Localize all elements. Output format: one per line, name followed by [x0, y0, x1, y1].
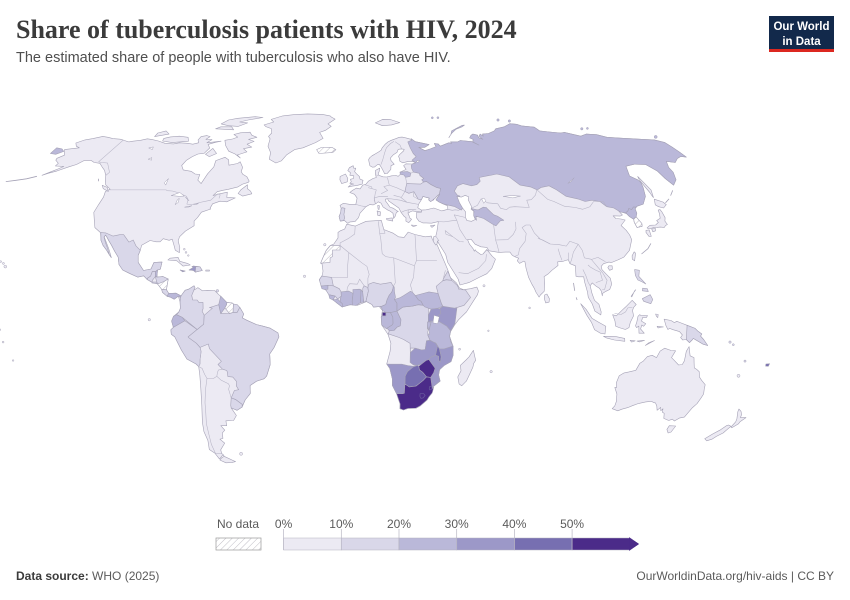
svg-text:10%: 10%	[329, 517, 353, 531]
svg-text:No data: No data	[217, 517, 259, 531]
svg-text:40%: 40%	[502, 517, 526, 531]
svg-text:0%: 0%	[275, 517, 293, 531]
svg-text:20%: 20%	[387, 517, 411, 531]
svg-text:30%: 30%	[445, 517, 469, 531]
svg-text:50%: 50%	[560, 517, 584, 531]
